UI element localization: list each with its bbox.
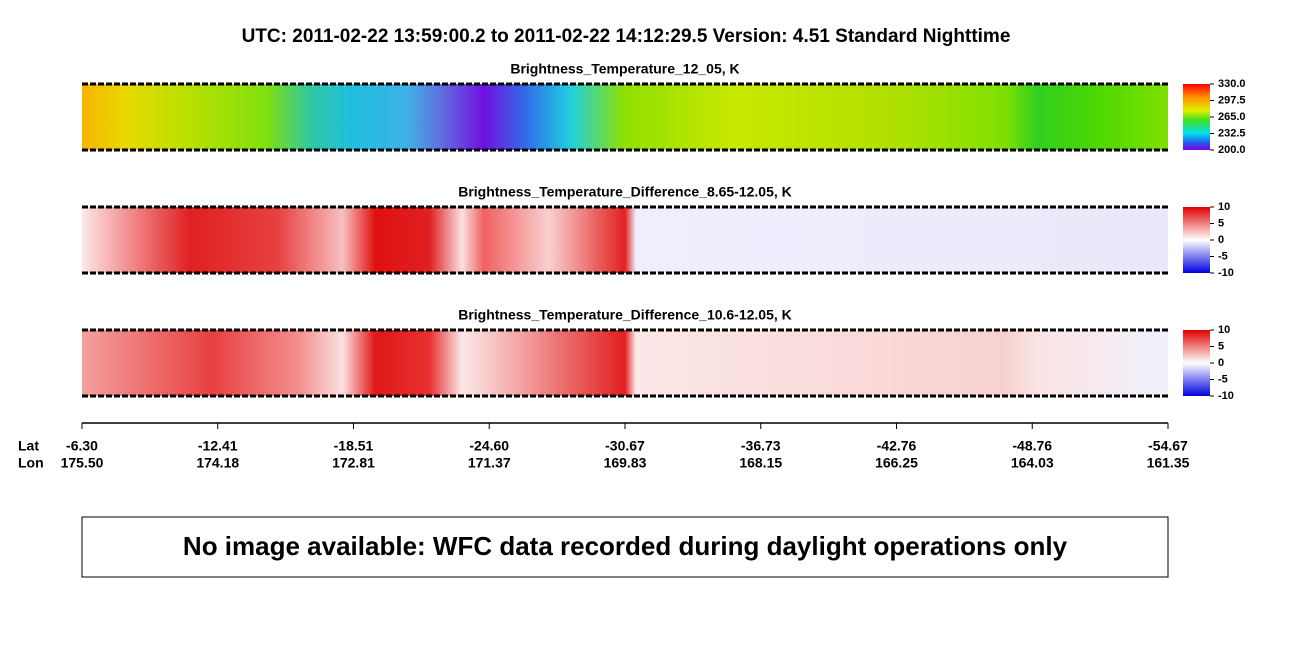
- lat-label: -36.73: [741, 438, 781, 454]
- colorbar: [1183, 330, 1210, 396]
- colorbar-label: 0: [1218, 357, 1224, 369]
- panel-title: Brightness_Temperature_Difference_10.6-1…: [458, 307, 792, 323]
- lon-label: 169.83: [604, 455, 647, 471]
- colorbar-label: 0: [1218, 234, 1224, 246]
- colorbar-label: 5: [1218, 340, 1224, 352]
- colorbar-label: 330.0: [1218, 78, 1246, 90]
- image-strip: [82, 330, 1168, 396]
- page-title: UTC: 2011-02-22 13:59:00.2 to 2011-02-22…: [242, 26, 1011, 47]
- lat-label: -18.51: [334, 438, 374, 454]
- lat-label: -12.41: [198, 438, 238, 454]
- lat-label: -48.76: [1012, 438, 1052, 454]
- lon-label: 168.15: [739, 455, 782, 471]
- image-strip: [82, 84, 1168, 150]
- colorbar-label: -10: [1218, 390, 1234, 402]
- lon-label: 164.03: [1011, 455, 1054, 471]
- row-label: Lat: [18, 438, 39, 454]
- lon-label: 174.18: [196, 455, 239, 471]
- image-strip: [82, 207, 1168, 273]
- lon-label: 166.25: [875, 455, 918, 471]
- colorbar-label: -5: [1218, 250, 1228, 262]
- row-label: Lon: [18, 455, 44, 471]
- message-box: [81, 516, 1169, 578]
- lat-label: -30.67: [605, 438, 645, 454]
- lon-label: 161.35: [1147, 455, 1190, 471]
- panel-title: Brightness_Temperature_12_05, K: [510, 61, 739, 77]
- colorbar-label: -5: [1218, 373, 1228, 385]
- colorbar: [1183, 84, 1210, 150]
- lat-label: -6.30: [66, 438, 98, 454]
- colorbar-label: 232.5: [1218, 127, 1246, 139]
- colorbar-label: 265.0: [1218, 111, 1246, 123]
- panel-title: Brightness_Temperature_Difference_8.65-1…: [458, 184, 792, 200]
- lat-label: -54.67: [1148, 438, 1188, 454]
- lon-label: 171.37: [468, 455, 511, 471]
- colorbar-label: 5: [1218, 217, 1224, 229]
- colorbar-label: -10: [1218, 267, 1234, 279]
- lon-label: 175.50: [61, 455, 104, 471]
- panels: Brightness_Temperature_12_05, K 330.0 297.…: [82, 61, 1246, 402]
- message: No image available: WFC data recorded du…: [183, 531, 1068, 561]
- lon-label: 172.81: [332, 455, 375, 471]
- colorbar-label: 297.5: [1218, 94, 1246, 106]
- lat-label: -42.76: [877, 438, 917, 454]
- colorbar-label: 200.0: [1218, 144, 1246, 156]
- lat-label: -24.60: [469, 438, 509, 454]
- colorbar-label: 10: [1218, 201, 1230, 213]
- colorbar-label: 10: [1218, 324, 1230, 336]
- colorbar: [1183, 207, 1210, 273]
